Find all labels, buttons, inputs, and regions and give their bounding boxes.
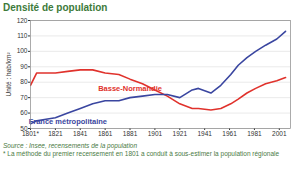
svg-text:1841: 1841 xyxy=(73,130,88,137)
svg-text:1981: 1981 xyxy=(247,130,262,137)
svg-text:70: 70 xyxy=(20,94,28,101)
svg-text:France métropolitaine: France métropolitaine xyxy=(29,117,107,126)
svg-text:1921: 1921 xyxy=(173,130,188,137)
svg-text:1801*: 1801* xyxy=(22,130,39,137)
svg-text:90: 90 xyxy=(20,63,28,70)
html-text:* La méthode du premier recens: * La méthode du premier recensement en 1… xyxy=(3,150,280,157)
svg-text:2001: 2001 xyxy=(272,130,287,137)
svg-text:Unité : hab/km²: Unité : hab/km² xyxy=(5,52,12,97)
html-text:Source : Insee, recensements d: Source : Insee, recensements de la popul… xyxy=(3,142,138,149)
svg-text:1821: 1821 xyxy=(48,130,63,137)
svg-text:1941: 1941 xyxy=(197,130,212,137)
svg-text:110: 110 xyxy=(17,32,28,39)
svg-text:100: 100 xyxy=(17,47,28,54)
svg-text:120: 120 xyxy=(17,17,28,24)
svg-text:1861: 1861 xyxy=(98,130,113,137)
svg-text:1961: 1961 xyxy=(222,130,237,137)
svg-text:1881: 1881 xyxy=(123,130,138,137)
svg-text:1901: 1901 xyxy=(148,130,163,137)
html-text:Densité de population: Densité de population xyxy=(3,2,108,13)
svg-text:50: 50 xyxy=(20,124,28,132)
svg-text:Basse-Normandie: Basse-Normandie xyxy=(98,84,162,93)
svg-text:60: 60 xyxy=(20,109,28,116)
svg-text:80: 80 xyxy=(20,78,28,85)
